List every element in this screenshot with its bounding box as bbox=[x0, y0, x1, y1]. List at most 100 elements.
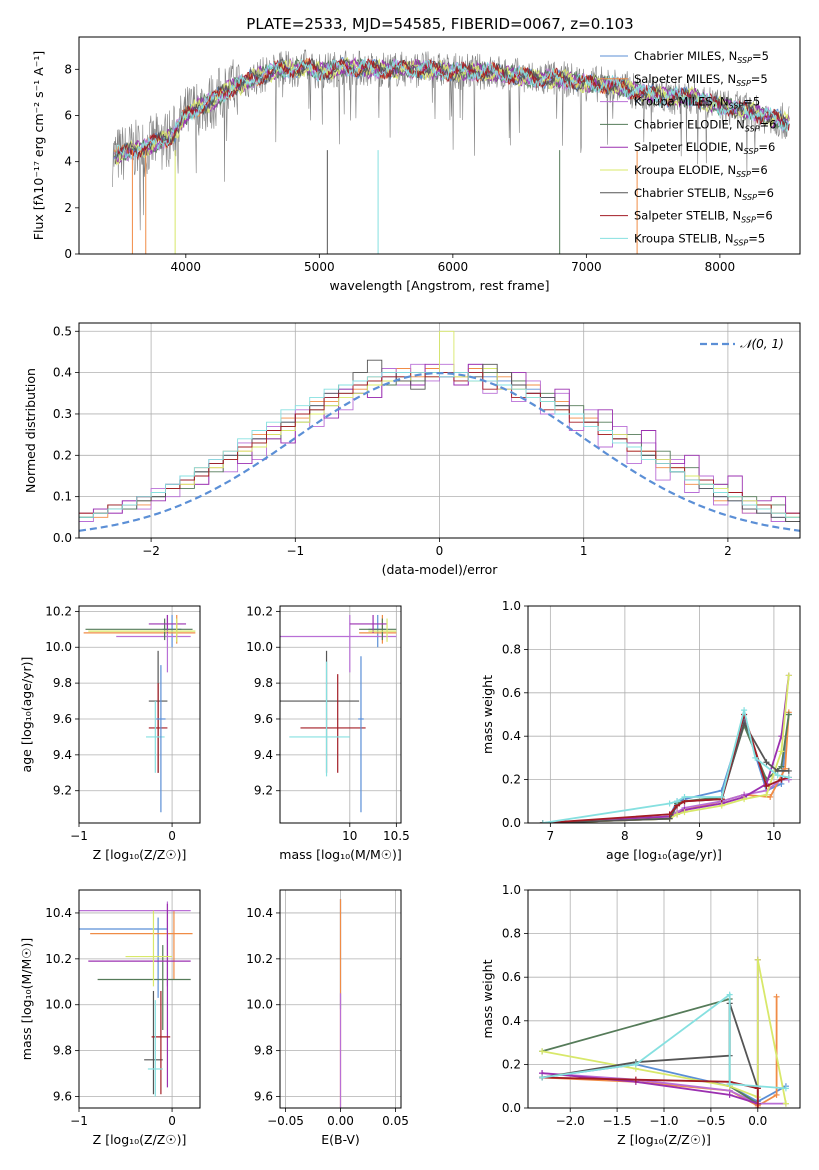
x-tick-label: 0 bbox=[168, 829, 176, 843]
residuals-panel: −2 −1 0 1 2 0.0 0.1 0.2 0.3 0.4 0.5 (data-model)/er… bbox=[23, 322, 801, 577]
y-tick-label: 10.2 bbox=[246, 604, 273, 618]
y-axis-label: age [log₁₀(age/yr)] bbox=[19, 657, 34, 773]
y-axis-label: mass weight bbox=[480, 959, 495, 1038]
mass-weight-marker bbox=[726, 991, 733, 998]
y-tick-label: 2 bbox=[64, 201, 72, 215]
y-tick-label: 10.0 bbox=[246, 998, 273, 1012]
y-tick-label: 0.3 bbox=[53, 407, 72, 421]
x-tick-label: −0.5 bbox=[696, 1114, 725, 1128]
axes-frame bbox=[527, 889, 801, 1109]
data-layer bbox=[83, 614, 196, 813]
histogram-step-line bbox=[79, 368, 800, 527]
model-spectrum-line bbox=[115, 58, 790, 160]
legend-label: Chabrier STELIB, NSSP=6 bbox=[634, 186, 774, 202]
x-tick-label: −1 bbox=[70, 1114, 88, 1128]
y-tick-label: 10.0 bbox=[45, 998, 72, 1012]
mass-weight-marker bbox=[754, 1105, 761, 1108]
axes-frame bbox=[78, 889, 201, 1109]
y-tick-label: 6 bbox=[64, 108, 72, 122]
legend-label: Salpeter STELIB, NSSP=6 bbox=[634, 209, 773, 225]
mass-weight-marker bbox=[681, 793, 688, 800]
y-tick-label: 9.2 bbox=[254, 784, 273, 798]
mass-weight-marker bbox=[778, 763, 785, 770]
histogram-step-line bbox=[79, 330, 800, 518]
mass-weight-marker bbox=[785, 672, 792, 679]
mass-vs-ebv-panel: −0.05 0.00 0.05 9.6 9.8 10.0 10.2 10.4 E(B-V) bbox=[246, 889, 409, 1147]
x-tick-label: 0.0 bbox=[748, 1114, 767, 1128]
legend-label: 𝒩(0, 1) bbox=[740, 337, 784, 351]
legend-label: Salpeter ELODIE, NSSP=6 bbox=[634, 140, 775, 156]
y-tick-label: 0.2 bbox=[502, 1057, 521, 1071]
y-tick-label: 9.6 bbox=[254, 712, 273, 726]
y-tick-label: 0.8 bbox=[502, 642, 521, 656]
x-tick-label: −1 bbox=[286, 544, 304, 558]
y-tick-label: 0.4 bbox=[502, 1014, 521, 1028]
model-spectrum-line bbox=[115, 57, 790, 161]
y-tick-label: 10.0 bbox=[45, 640, 72, 654]
x-axis-label: age [log₁₀(age/yr)] bbox=[606, 847, 722, 862]
y-tick-label: 10.2 bbox=[45, 952, 72, 966]
mass-weight-marker bbox=[774, 772, 781, 779]
mass-weight-marker bbox=[785, 711, 792, 718]
mass-weight-line bbox=[541, 997, 759, 1106]
mass-weight-marker bbox=[782, 1100, 789, 1107]
mass-weight-marker bbox=[726, 1091, 733, 1098]
histogram-step-line bbox=[79, 372, 800, 518]
legend-label: Kroupa ELODIE, NSSP=6 bbox=[634, 163, 768, 179]
x-axis-label: (data-model)/error bbox=[382, 562, 499, 577]
axes-frame bbox=[527, 605, 801, 824]
x-tick-label: −1.0 bbox=[649, 1114, 678, 1128]
axes-frame bbox=[78, 322, 801, 539]
y-tick-label: 1.0 bbox=[502, 883, 521, 897]
spectrum-panel: 4000 5000 6000 7000 8000 0 2 4 6 8 wavelength [Ang… bbox=[31, 36, 801, 293]
x-axis-label: Z [log₁₀(Z/Z☉)] bbox=[617, 1132, 711, 1147]
histogram-step-line bbox=[79, 372, 800, 522]
x-tick-label: −1 bbox=[70, 829, 88, 843]
x-axis-label: Z [log₁₀(Z/Z☉)] bbox=[93, 847, 187, 862]
y-tick-label: 4 bbox=[64, 155, 72, 169]
mass-weight-marker bbox=[763, 759, 770, 766]
mass-weight-marker bbox=[718, 802, 725, 809]
mass-weight-line bbox=[542, 996, 778, 1107]
y-tick-label: 9.8 bbox=[254, 1044, 273, 1058]
data-layer bbox=[539, 956, 789, 1108]
mass-weight-marker bbox=[741, 796, 748, 803]
x-axis-label: mass [log₁₀(M/M☉)] bbox=[279, 847, 401, 862]
mass-weight-marker bbox=[666, 800, 673, 807]
y-tick-label: 9.4 bbox=[53, 748, 72, 762]
x-tick-label: 0 bbox=[436, 544, 444, 558]
legend-label: Kroupa STELIB, NSSP=5 bbox=[634, 231, 765, 247]
mass-weight-marker bbox=[782, 1085, 789, 1092]
x-tick-label: 4000 bbox=[171, 260, 202, 274]
mass-weight-marker bbox=[718, 793, 725, 800]
y-tick-label: 0.0 bbox=[53, 531, 72, 545]
y-axis-label: Normed distribution bbox=[23, 368, 38, 493]
y-tick-label: 9.8 bbox=[53, 1044, 72, 1058]
mass-weight-marker bbox=[632, 1076, 639, 1083]
x-tick-label: 0.00 bbox=[327, 1114, 354, 1128]
x-tick-label: 0.05 bbox=[382, 1114, 409, 1128]
y-tick-label: 9.8 bbox=[53, 676, 72, 690]
mass-weight-marker bbox=[539, 820, 546, 823]
x-tick-label: 9 bbox=[696, 829, 704, 843]
mass-weight-marker bbox=[539, 1048, 546, 1055]
mass-weight-marker bbox=[632, 1061, 639, 1068]
y-tick-label: 0.4 bbox=[53, 366, 72, 380]
x-axis-label: wavelength [Angstrom, rest frame] bbox=[329, 278, 549, 293]
histogram-step-line bbox=[79, 372, 800, 522]
mass-vs-z-panel: −1 0 9.6 9.8 10.0 10.2 10.4 Z [log₁₀(Z/Z☉)] mass… bbox=[19, 889, 201, 1147]
figure-title: PLATE=2533, MJD=54585, FIBERID=0067, z=0… bbox=[246, 15, 633, 33]
y-tick-label: 9.6 bbox=[53, 1090, 72, 1104]
x-axis-label: E(B-V) bbox=[321, 1132, 360, 1147]
y-axis-label: mass weight bbox=[480, 675, 495, 754]
mass-weight-marker bbox=[785, 774, 792, 781]
mass-weight-marker bbox=[741, 707, 748, 714]
y-tick-label: 10.0 bbox=[246, 640, 273, 654]
y-tick-label: 0.2 bbox=[502, 773, 521, 787]
age-vs-mass-panel: 10 10.5 9.2 9.4 9.6 9.8 10.0 10.2 mass [log₁₀(M/… bbox=[246, 604, 409, 862]
y-tick-label: 1.0 bbox=[502, 599, 521, 613]
y-tick-label: 9.6 bbox=[254, 1090, 273, 1104]
mass-weight-line bbox=[542, 714, 790, 823]
data-layer bbox=[539, 672, 792, 823]
